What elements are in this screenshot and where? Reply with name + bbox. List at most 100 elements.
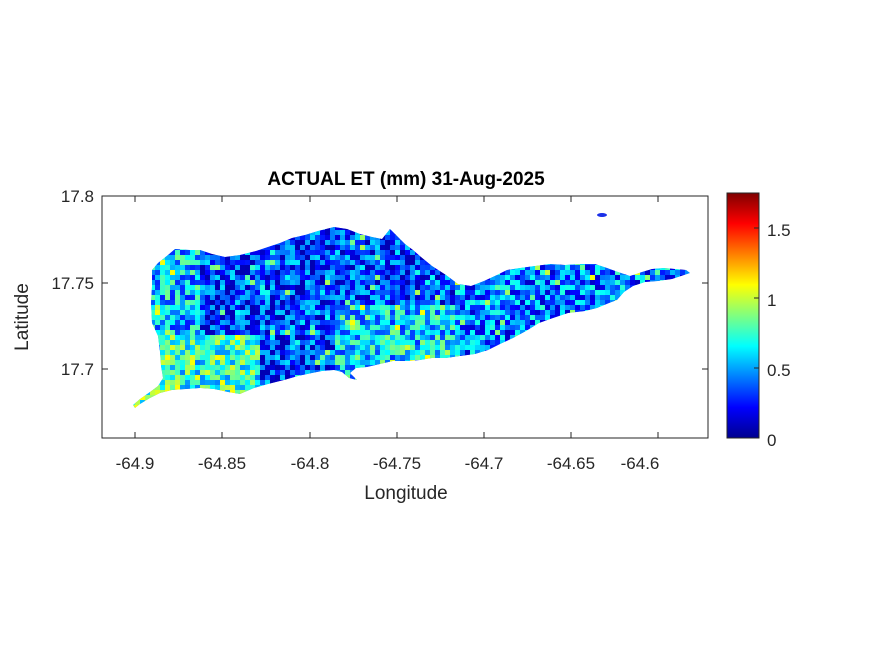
et-cell (450, 310, 455, 315)
et-cell (565, 270, 570, 275)
et-cell (185, 255, 190, 260)
et-cell (290, 245, 295, 250)
et-cell (205, 295, 210, 300)
et-cell (390, 315, 395, 320)
et-cell (645, 360, 650, 365)
et-cell (355, 345, 360, 350)
et-cell (165, 310, 170, 315)
et-cell (610, 235, 615, 240)
et-cell (150, 245, 155, 250)
et-cell (440, 270, 445, 275)
et-cell (205, 290, 210, 295)
et-cell (665, 355, 670, 360)
et-cell (670, 320, 675, 325)
et-cell (430, 315, 435, 320)
et-cell (680, 227, 685, 230)
et-cell (133, 325, 135, 330)
et-cell (440, 400, 445, 405)
et-cell (430, 260, 435, 265)
et-cell (170, 290, 175, 295)
et-cell (665, 405, 670, 408)
et-cell (185, 235, 190, 240)
et-cell (325, 300, 330, 305)
et-cell (160, 365, 165, 370)
et-cell (240, 385, 245, 390)
et-cell (625, 300, 630, 305)
et-cell (530, 340, 535, 345)
et-cell (325, 255, 330, 260)
et-cell (450, 290, 455, 295)
et-cell (450, 295, 455, 300)
et-cell (475, 270, 480, 275)
et-cell (440, 240, 445, 245)
et-cell (360, 235, 365, 240)
et-cell (435, 230, 440, 235)
et-cell (405, 325, 410, 330)
et-cell (330, 280, 335, 285)
et-cell (320, 310, 325, 315)
et-cell (250, 265, 255, 270)
et-cell (520, 360, 525, 365)
et-cell (275, 255, 280, 260)
et-cell (610, 330, 615, 335)
et-cell (595, 365, 600, 370)
et-cell (210, 405, 215, 408)
et-cell (630, 375, 635, 380)
et-cell (445, 255, 450, 260)
et-cell (575, 310, 580, 315)
et-cell (640, 320, 645, 325)
et-cell (250, 400, 255, 405)
et-cell (200, 227, 205, 230)
et-cell (270, 350, 275, 355)
et-cell (185, 265, 190, 270)
et-cell (655, 345, 660, 350)
et-cell (140, 385, 145, 390)
et-cell (133, 345, 135, 350)
et-cell (615, 255, 620, 260)
et-cell (530, 315, 535, 320)
et-cell (625, 390, 630, 395)
et-cell (305, 330, 310, 335)
et-cell (195, 240, 200, 245)
et-cell (350, 270, 355, 275)
et-cell (345, 230, 350, 235)
et-cell (675, 385, 680, 390)
et-cell (535, 227, 540, 230)
et-cell (625, 250, 630, 255)
et-cell (220, 375, 225, 380)
et-cell (600, 315, 605, 320)
et-cell (450, 355, 455, 360)
et-cell (650, 405, 655, 408)
et-cell (525, 325, 530, 330)
et-cell (325, 230, 330, 235)
et-cell (670, 300, 675, 305)
et-cell (370, 265, 375, 270)
et-cell (635, 285, 640, 290)
et-cell (255, 315, 260, 320)
et-cell (675, 295, 680, 300)
et-cell (415, 260, 420, 265)
et-cell (545, 395, 550, 400)
et-cell (175, 360, 180, 365)
et-cell (175, 325, 180, 330)
et-cell (270, 230, 275, 235)
et-cell (450, 385, 455, 390)
et-cell (410, 227, 415, 230)
et-cell (655, 395, 660, 400)
et-cell (395, 240, 400, 245)
et-cell (485, 235, 490, 240)
et-cell (150, 295, 155, 300)
et-cell (580, 380, 585, 385)
et-cell (425, 385, 430, 390)
et-cell (215, 390, 220, 395)
et-cell (565, 395, 570, 400)
et-cell (425, 235, 430, 240)
et-cell (575, 345, 580, 350)
et-cell (385, 275, 390, 280)
et-cell (305, 250, 310, 255)
et-cell (590, 250, 595, 255)
et-cell (155, 230, 160, 235)
et-cell (240, 305, 245, 310)
et-cell (255, 250, 260, 255)
et-cell (650, 355, 655, 360)
